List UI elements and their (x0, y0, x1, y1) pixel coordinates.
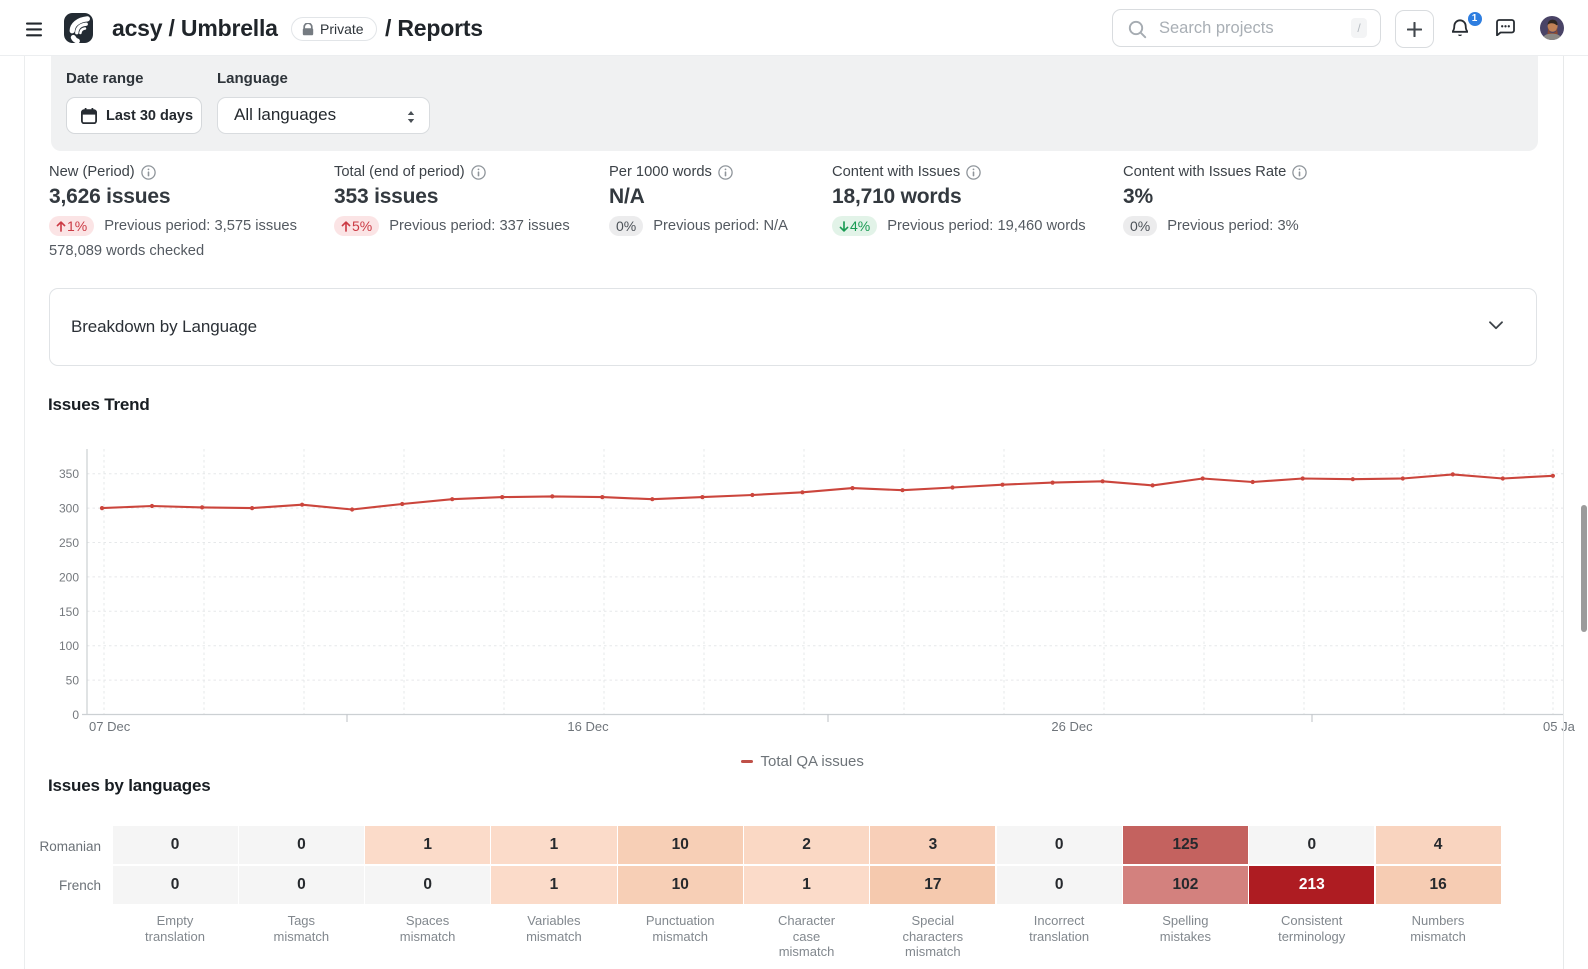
svg-text:250: 250 (59, 536, 79, 550)
svg-text:150: 150 (59, 605, 79, 619)
svg-text:100: 100 (59, 639, 79, 653)
svg-text:07 Dec: 07 Dec (89, 719, 131, 734)
svg-text:50: 50 (66, 674, 80, 688)
svg-text:26 Dec: 26 Dec (1051, 719, 1093, 734)
svg-text:200: 200 (59, 570, 79, 584)
svg-text:350: 350 (59, 467, 79, 481)
svg-text:16 Dec: 16 Dec (567, 719, 609, 734)
svg-text:05 Ja: 05 Ja (1543, 719, 1576, 734)
svg-text:0: 0 (72, 708, 79, 722)
svg-text:300: 300 (59, 502, 79, 516)
